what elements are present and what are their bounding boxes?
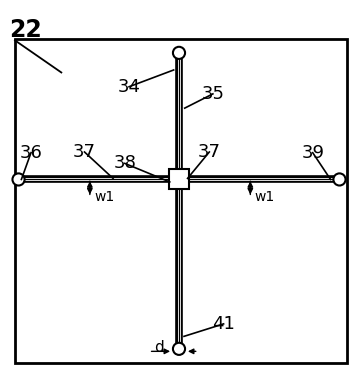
Text: w1: w1 — [94, 190, 114, 204]
Circle shape — [173, 47, 185, 59]
Text: 35: 35 — [202, 85, 224, 103]
Text: 37: 37 — [73, 143, 96, 161]
Circle shape — [13, 173, 25, 185]
Text: 41: 41 — [212, 315, 235, 333]
Text: 36: 36 — [20, 144, 43, 162]
Text: 22: 22 — [9, 18, 42, 42]
Circle shape — [173, 343, 185, 355]
Text: 37: 37 — [198, 143, 221, 161]
Text: d: d — [155, 339, 164, 355]
Bar — [169, 169, 189, 189]
Text: 39: 39 — [301, 144, 324, 162]
Text: 34: 34 — [117, 78, 141, 96]
Text: 38: 38 — [113, 154, 136, 172]
Circle shape — [333, 173, 345, 185]
Text: w1: w1 — [255, 190, 275, 204]
